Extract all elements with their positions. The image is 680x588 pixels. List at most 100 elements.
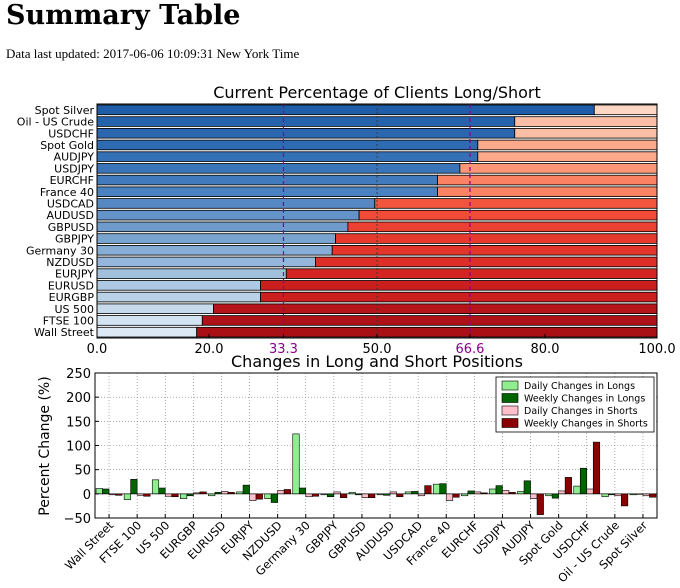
chart2-title: Changes in Long and Short Positions: [231, 352, 523, 371]
bar-long: [96, 233, 336, 244]
bar-long: [96, 198, 376, 209]
bar-long: [96, 151, 479, 162]
x-tick-label: 20.0: [195, 342, 224, 357]
bar-short: [459, 163, 658, 174]
y-tick-label: EURJPY: [55, 268, 94, 281]
change-bar: [327, 493, 335, 498]
y-tick-label: EURUSD: [48, 279, 94, 292]
change-bar: [649, 493, 657, 498]
y-tick-label: USDJPY: [54, 162, 94, 175]
change-bar: [424, 485, 432, 495]
legend-label: Weekly Changes in Longs: [524, 394, 645, 405]
bar-short: [593, 104, 658, 116]
change-bar: [270, 493, 278, 503]
bar-long: [96, 186, 438, 197]
legend-label: Daily Changes in Longs: [524, 381, 635, 392]
change-bar: [255, 493, 263, 500]
change-bar: [502, 490, 510, 495]
change-bar: [592, 441, 601, 495]
legend-swatch: [501, 418, 519, 428]
change-bar: [564, 477, 572, 495]
change-bar: [495, 485, 503, 495]
bar-short: [314, 256, 658, 268]
change-bar: [123, 493, 131, 500]
bar-long: [96, 104, 595, 116]
y-tick-label: France 40: [40, 186, 94, 199]
change-bar: [396, 493, 404, 498]
change-bar: [368, 493, 376, 499]
bar-long: [96, 280, 261, 291]
y-tick-label: NZDUSD: [46, 256, 94, 269]
change-bar: [340, 493, 348, 499]
change-bar: [489, 488, 497, 495]
y-tick-label: −50: [64, 512, 91, 527]
change-bar: [573, 485, 581, 495]
change-bar: [242, 484, 250, 495]
bar-long: [96, 127, 516, 139]
y-tick-label: GBPJPY: [55, 233, 94, 246]
last-updated-text: Data last updated: 2017-06-06 10:09:31 N…: [6, 46, 300, 61]
bar-long: [96, 116, 516, 127]
change-bar: [432, 483, 441, 495]
bar-long: [96, 209, 360, 221]
bar-long: [96, 139, 479, 151]
change-bar: [164, 493, 173, 497]
legend-label: Daily Changes in Shorts: [524, 406, 638, 417]
bar-short: [374, 198, 658, 209]
y-tick-label: AUDJPY: [54, 151, 95, 164]
x-tick-label: 50.0: [363, 342, 392, 357]
bar-short: [331, 244, 658, 256]
y-tick-label: 50: [74, 464, 91, 479]
change-bar: [292, 433, 300, 495]
y-tick-label: 0: [83, 488, 91, 503]
bar-short: [358, 209, 658, 221]
bar-short: [196, 326, 658, 338]
legend-swatch: [501, 393, 519, 403]
bar-long: [96, 326, 198, 338]
bar-long: [96, 163, 461, 174]
bar-long: [96, 244, 333, 256]
change-bar: [361, 493, 369, 499]
change-bar: [439, 483, 447, 495]
y-tick-label: USDCAD: [47, 197, 94, 210]
bar-long: [96, 315, 203, 326]
chart1-title: Current Percentage of Clients Long/Short: [213, 83, 541, 102]
change-bar: [151, 479, 160, 495]
y-tick-label: USDCHF: [48, 127, 94, 140]
x-tick-label: 80.0: [531, 342, 560, 357]
y-tick-label: Spot Gold: [40, 139, 94, 152]
legend-swatch: [501, 380, 519, 391]
change-bar: [171, 493, 179, 498]
y-tick-label: 150: [66, 415, 91, 430]
change-bar: [621, 493, 629, 507]
change-bar: [102, 488, 110, 495]
change-bar: [601, 493, 609, 498]
change-bar: [221, 491, 229, 495]
change-bar: [530, 493, 538, 499]
change-bar: [264, 493, 272, 499]
legend-swatch: [501, 405, 519, 416]
change-bar: [517, 491, 525, 495]
change-bar: [551, 493, 559, 499]
y-tick-label: EURGBP: [49, 291, 95, 304]
change-bar: [95, 488, 103, 495]
change-bar: [523, 480, 531, 495]
change-bar: [143, 493, 151, 497]
x-tick-label: 0.0: [87, 342, 108, 357]
y-tick-label: Germany 30: [26, 244, 94, 257]
y-tick-label: EURCHF: [50, 174, 94, 187]
bar-short: [213, 303, 658, 314]
bar-long: [96, 291, 261, 303]
change-bar: [158, 487, 166, 495]
change-bar: [445, 493, 454, 501]
chart2-ylabel: Percent Change (%): [37, 376, 53, 515]
change-bar: [277, 490, 285, 495]
change-bar: [536, 493, 544, 515]
x-tick-label: 33.3: [269, 342, 298, 357]
change-bar: [579, 467, 588, 495]
change-bar: [411, 491, 419, 495]
y-tick-label: GBPUSD: [48, 221, 94, 234]
change-bar: [452, 493, 460, 498]
